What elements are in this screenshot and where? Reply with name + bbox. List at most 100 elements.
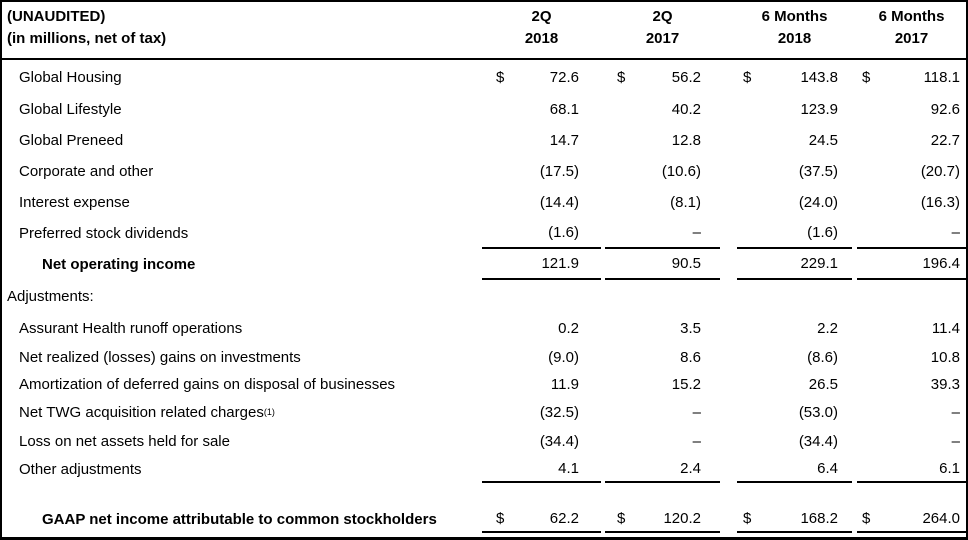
table-row: Assurant Health runoff operations 0.2 3.5 2… <box>2 312 966 344</box>
table-row: Interest expense (14.4) (8.1) (24.0) (16.3) <box>2 187 966 218</box>
value-cell: 11.4 <box>852 312 966 344</box>
value-cell: $143.8 <box>720 60 852 94</box>
cell-value: (8.1) <box>670 194 701 211</box>
cell-value: 6.1 <box>939 460 960 477</box>
value-cell: (24.0) <box>720 187 852 218</box>
column-period: 6 Months <box>761 8 828 25</box>
cell-value: 14.7 <box>549 132 579 149</box>
cell-value: – <box>692 224 701 241</box>
title-line-units: (in millions, net of tax) <box>7 30 167 47</box>
dollar-sign: $ <box>496 68 505 86</box>
value-cell: $118.1 <box>852 60 966 94</box>
cell-value: (34.4) <box>798 433 838 450</box>
row-label: GAAP net income attributable to common s… <box>2 505 482 533</box>
table-row: Net operating income 121.9 90.5 229.1 196.4 <box>2 249 966 280</box>
cell-value: 92.6 <box>930 101 960 118</box>
cell-value: (37.5) <box>798 163 838 180</box>
table-title: (UNAUDITED) (in millions, net of tax) <box>2 6 482 50</box>
value-cell: $62.2 <box>482 505 601 533</box>
table-row: Net realized (losses) gains on investmen… <box>2 344 966 371</box>
row-label: Global Housing <box>2 60 482 94</box>
cell-value: 6.4 <box>817 460 838 477</box>
cell-value: 143.8 <box>800 68 838 86</box>
row-label-text: Interest expense <box>19 194 130 211</box>
row-label-text: Assurant Health runoff operations <box>19 319 243 337</box>
row-label-text: Preferred stock dividends <box>19 225 189 242</box>
value-cell: (34.4) <box>482 427 601 456</box>
table-row: Loss on net assets held for sale (34.4) – (… <box>2 427 966 456</box>
cell-value: – <box>951 403 960 421</box>
value-cell: 11.9 <box>482 371 601 397</box>
cell-value: (1.6) <box>548 224 579 241</box>
value-cell: 90.5 <box>601 249 720 280</box>
table-row: Global Preneed 14.7 12.8 24.5 22.7 <box>2 125 966 156</box>
value-cell: 123.9 <box>720 94 852 125</box>
cell-value: 8.6 <box>680 349 701 366</box>
cell-value: 196.4 <box>922 255 960 272</box>
cell-value: (1.6) <box>807 224 838 241</box>
cell-value: 120.2 <box>663 509 701 527</box>
value-cell: 40.2 <box>601 94 720 125</box>
value-cell: 6.4 <box>720 456 852 483</box>
dollar-sign: $ <box>496 509 505 527</box>
value-cell: 68.1 <box>482 94 601 125</box>
table-row: Global Housing $72.6 $56.2 $143.8 $118.1 <box>2 60 966 94</box>
value-cell: 14.7 <box>482 125 601 156</box>
cell-value: 72.6 <box>549 68 579 86</box>
table-header: (UNAUDITED) (in millions, net of tax) 2Q… <box>2 2 966 60</box>
cell-value: (32.5) <box>539 403 579 421</box>
value-cell: 39.3 <box>852 371 966 397</box>
value-cell: 196.4 <box>852 249 966 280</box>
cell-value: 4.1 <box>558 460 579 477</box>
row-label-text: Net TWG acquisition related charges <box>19 403 264 421</box>
column-header-2q-2017: 2Q 2017 <box>601 6 720 50</box>
dollar-sign: $ <box>743 68 752 86</box>
cell-value: 2.2 <box>817 319 838 337</box>
value-cell: – <box>852 397 966 427</box>
row-label: Loss on net assets held for sale <box>2 427 482 456</box>
table-row: Amortization of deferred gains on dispos… <box>2 371 966 397</box>
value-cell: 229.1 <box>720 249 852 280</box>
value-cell: 15.2 <box>601 371 720 397</box>
table-row: Other adjustments 4.1 2.4 6.4 6.1 <box>2 456 966 483</box>
cell-value: 12.8 <box>671 132 701 149</box>
value-cell: (9.0) <box>482 344 601 371</box>
column-header-6m-2018: 6 Months 2018 <box>720 6 852 50</box>
value-cell: (32.5) <box>482 397 601 427</box>
value-cell: $120.2 <box>601 505 720 533</box>
cell-value: – <box>951 224 960 241</box>
value-cell: $168.2 <box>720 505 852 533</box>
table-row: Net TWG acquisition related charges (1) (3… <box>2 397 966 427</box>
title-line-unaudited: (UNAUDITED) <box>7 8 106 25</box>
row-label: Interest expense <box>2 187 482 218</box>
cell-value: (53.0) <box>798 403 838 421</box>
value-cell <box>482 280 601 312</box>
cell-value: (9.0) <box>548 349 579 366</box>
row-label: Assurant Health runoff operations <box>2 312 482 344</box>
cell-value: 118.1 <box>923 68 960 86</box>
value-cell <box>601 280 720 312</box>
value-cell: 3.5 <box>601 312 720 344</box>
cell-value: – <box>692 433 701 450</box>
value-cell <box>852 280 966 312</box>
value-cell: (34.4) <box>720 427 852 456</box>
column-year: 2017 <box>894 30 929 47</box>
value-cell: 6.1 <box>852 456 966 483</box>
cell-value: 15.2 <box>671 375 701 393</box>
value-cell: 121.9 <box>482 249 601 280</box>
row-label-text: Net operating income <box>42 256 196 273</box>
cell-value: (8.6) <box>807 349 838 366</box>
row-label: Net operating income <box>2 249 482 280</box>
row-label-text: Other adjustments <box>19 461 142 478</box>
row-label: Corporate and other <box>2 156 482 187</box>
cell-value: (16.3) <box>920 194 960 211</box>
column-header-2q-2018: 2Q 2018 <box>482 6 601 50</box>
cell-value: 90.5 <box>671 255 701 272</box>
table-row: Adjustments: <box>2 280 966 312</box>
value-cell: (20.7) <box>852 156 966 187</box>
cell-value: 264.0 <box>922 509 960 527</box>
value-cell: (8.1) <box>601 187 720 218</box>
column-header-6m-2017: 6 Months 2017 <box>852 6 966 50</box>
value-cell: $56.2 <box>601 60 720 94</box>
